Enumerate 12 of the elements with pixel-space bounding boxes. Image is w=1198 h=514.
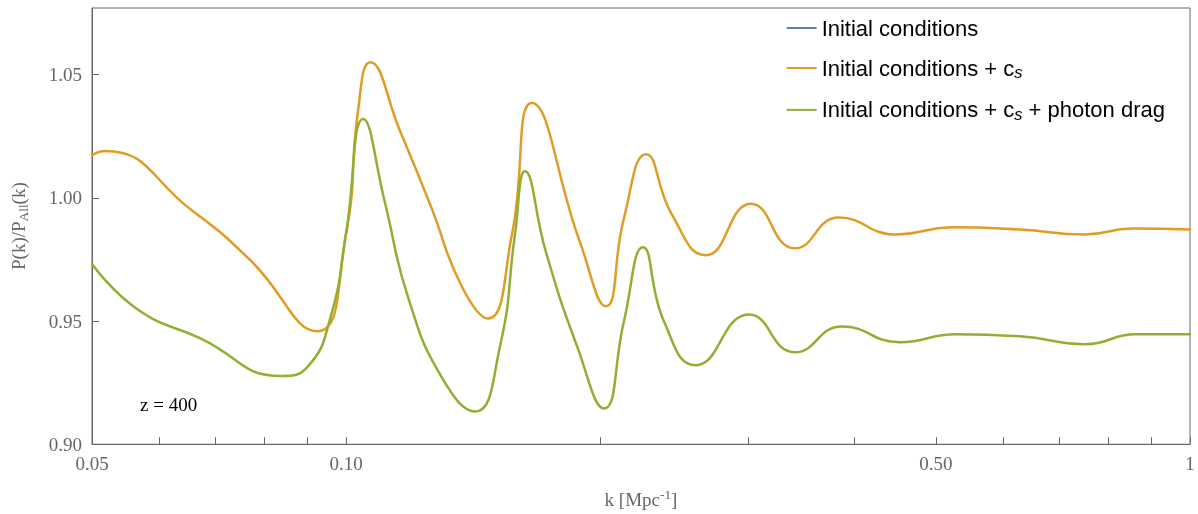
legend-label: Initial conditions + cs	[821, 55, 1023, 82]
y-tick-label: 1.05	[48, 64, 82, 86]
y-tick-label: 1.00	[48, 187, 82, 209]
y-tick-label: 0.95	[48, 310, 82, 332]
legend-label: Initial conditions + cs + photon drag	[821, 97, 1166, 124]
x-tick-label: 1	[1185, 453, 1195, 475]
legend-label: Initial conditions	[821, 15, 979, 41]
x-tick-label: 0.10	[329, 453, 363, 475]
annotation: z = 400	[140, 394, 198, 415]
x-tick-label: 0.50	[919, 453, 953, 475]
x-tick-label: 0.05	[75, 453, 109, 475]
y-tick-label: 0.90	[48, 433, 82, 455]
